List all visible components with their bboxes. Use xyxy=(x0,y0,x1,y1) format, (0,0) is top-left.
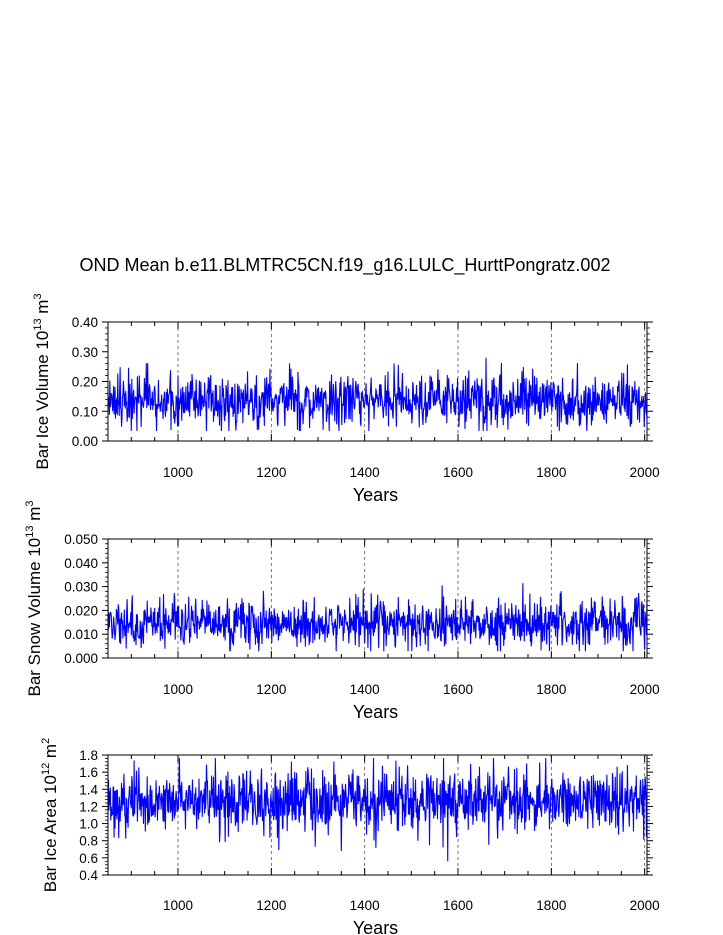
x-tick-label: 1000 xyxy=(163,465,193,480)
y-tick-label: 1.4 xyxy=(79,782,98,797)
x-axis-label: Years xyxy=(353,702,398,722)
y-tick-label: 0.030 xyxy=(64,580,98,595)
x-tick-label: 1800 xyxy=(536,682,566,697)
ice-volume-panel: 0.00 0.10 0.20 0.30 0.40 1000 1200 1400 1600 1800… xyxy=(32,293,660,505)
y-axis-label: Bar Snow Volume 1013 m3 xyxy=(24,500,44,696)
ice-area-panel: 0.4 0.6 0.8 1.0 1.2 1.4 1.6 1.8 1000 1200 1400 1600… xyxy=(40,738,660,935)
ice-area-series-line xyxy=(107,757,648,862)
x-tick-label: 1400 xyxy=(350,898,380,913)
y-tick-label: 0.050 xyxy=(64,532,98,547)
y-tick-label: 0.020 xyxy=(64,603,98,618)
y-tick-label: 0.000 xyxy=(64,651,98,666)
x-tick-label: 2000 xyxy=(630,682,660,697)
x-tick-label: 1000 xyxy=(163,682,193,697)
y-tick-label: 1.0 xyxy=(79,817,98,832)
x-tick-label: 1600 xyxy=(443,898,473,913)
x-tick-label: 1400 xyxy=(350,465,380,480)
y-tick-label: 0.00 xyxy=(72,434,98,449)
x-tick-label: 1200 xyxy=(256,465,286,480)
plot-frame xyxy=(107,754,648,876)
y-tick-label: 0.40 xyxy=(72,315,98,330)
x-tick-label: 1600 xyxy=(443,682,473,697)
snow-volume-panel: 0.000 0.010 0.020 0.030 0.040 0.050 1000 1200 14… xyxy=(24,500,660,722)
x-axis-label: Years xyxy=(353,485,398,505)
y-tick-label: 0.10 xyxy=(72,404,98,419)
x-tick-label: 1200 xyxy=(256,682,286,697)
y-tick-label: 0.010 xyxy=(64,627,98,642)
x-tick-label: 1800 xyxy=(536,465,566,480)
y-axis-label: Bar Ice Volume 1013 m3 xyxy=(32,293,52,469)
x-tick-label: 1200 xyxy=(256,898,286,913)
y-tick-label: 0.8 xyxy=(79,834,98,849)
y-axis-label: Bar Ice Area 1012 m2 xyxy=(40,738,60,892)
plot-frame xyxy=(107,538,648,659)
figure-title: OND Mean b.e11.BLMTRC5CN.f19_g16.LULC_Hu… xyxy=(80,255,611,276)
x-tick-label: 2000 xyxy=(630,898,660,913)
y-tick-label: 0.6 xyxy=(79,851,98,866)
y-tick-label: 1.8 xyxy=(79,748,98,763)
snow-volume-series-line xyxy=(107,583,648,652)
y-tick-label: 0.040 xyxy=(64,556,98,571)
x-tick-label: 1000 xyxy=(163,898,193,913)
y-tick-label: 0.30 xyxy=(72,345,98,360)
y-tick-label: 1.2 xyxy=(79,799,98,814)
x-tick-label: 1800 xyxy=(536,898,566,913)
y-tick-label: 1.6 xyxy=(79,765,98,780)
y-tick-label: 0.4 xyxy=(79,868,98,883)
x-tick-label: 2000 xyxy=(630,465,660,480)
y-tick-label: 0.20 xyxy=(72,375,98,390)
x-tick-label: 1400 xyxy=(350,682,380,697)
x-tick-label: 1600 xyxy=(443,465,473,480)
ice-volume-series-line xyxy=(107,357,648,432)
x-axis-label: Years xyxy=(353,918,398,935)
